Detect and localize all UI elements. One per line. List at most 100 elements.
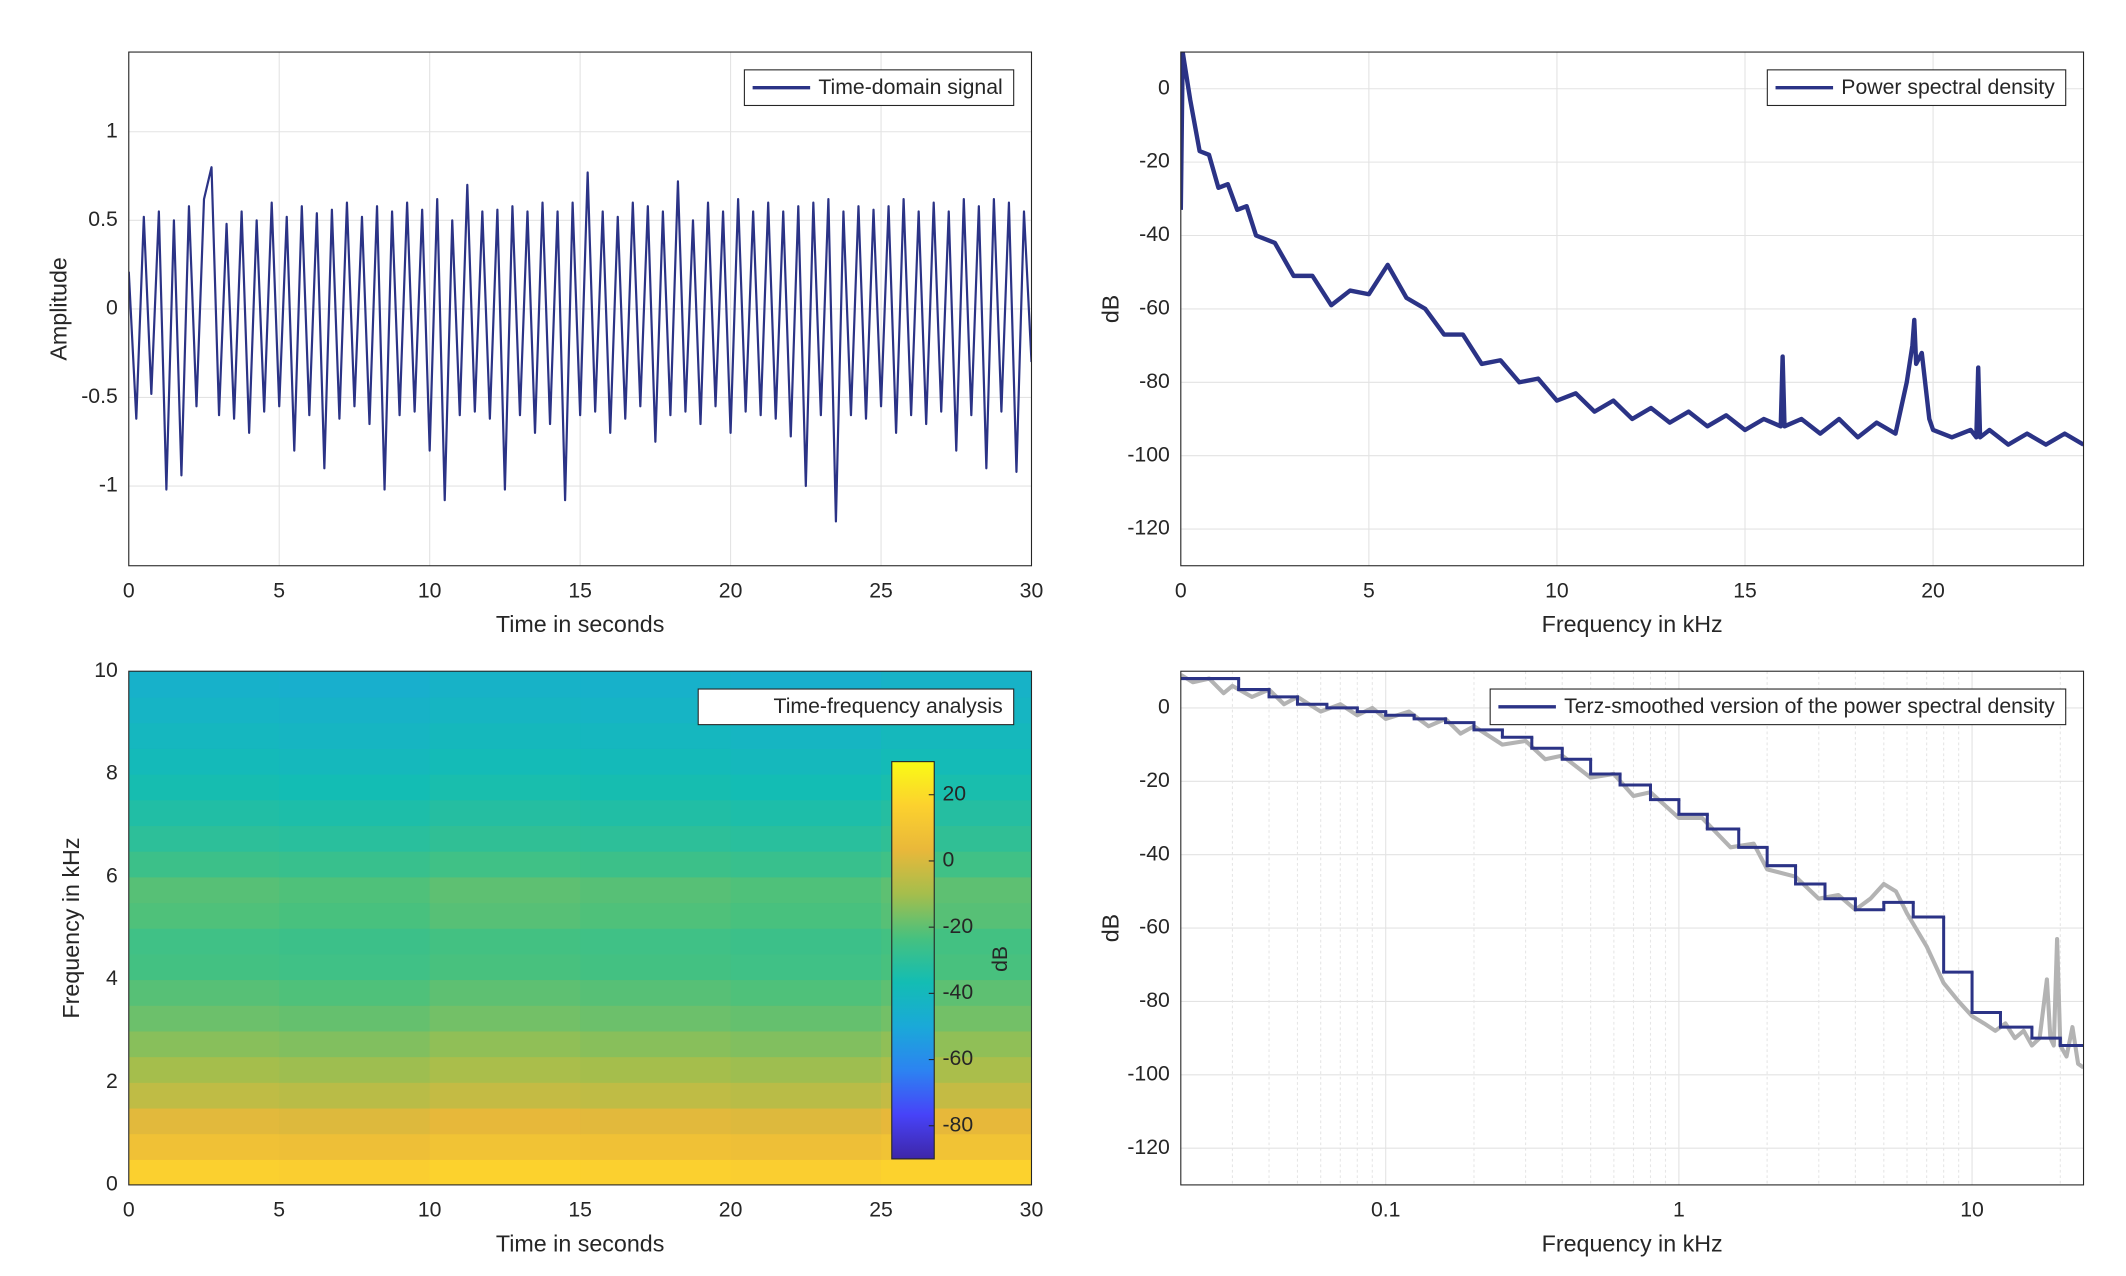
- heat-cell: [128, 1056, 280, 1083]
- heat-cell: [730, 953, 882, 981]
- y-tick-label: -60: [1139, 297, 1170, 320]
- y-tick-label: 0: [1158, 696, 1170, 719]
- heat-cell: [730, 979, 882, 1006]
- heat-cell: [279, 825, 431, 852]
- panel: 0.1 1 10 -120 -100 -80 -60 -40 -20 0 Frequency in …: [1097, 670, 2085, 1256]
- heat-cell: [128, 1159, 280, 1185]
- heat-cell: [279, 1133, 431, 1160]
- colorbar-label: dB: [989, 946, 1012, 972]
- heat-cell: [580, 1159, 732, 1185]
- heat-cell: [580, 953, 732, 981]
- heat-cell: [580, 1056, 732, 1083]
- y-tick-label: -80: [1139, 370, 1170, 393]
- heat-cell: [128, 851, 280, 878]
- heat-cell: [128, 1107, 280, 1135]
- axis-box: [1180, 670, 2085, 1186]
- heat-cell: [730, 722, 882, 749]
- heat-cell: [580, 748, 732, 775]
- x-tick-label: 20: [719, 579, 743, 602]
- heat-cell: [128, 1030, 280, 1058]
- x-tick-label: 10: [418, 1199, 442, 1222]
- x-tick-label: 25: [869, 579, 893, 602]
- colorbar-tick-label: 20: [942, 782, 966, 805]
- heat-cell: [580, 1005, 732, 1032]
- plot-content: [128, 671, 1032, 1185]
- heat-cell: [730, 773, 882, 801]
- heat-cell: [429, 773, 581, 801]
- heat-cell: [279, 696, 431, 724]
- heat-cell: [128, 953, 280, 981]
- heat-cell: [128, 671, 280, 698]
- colorbar-tick-label: -80: [942, 1113, 973, 1136]
- heat-cell: [279, 671, 431, 698]
- heat-cell: [429, 671, 581, 698]
- heat-cell: [429, 1133, 581, 1160]
- heat-cell: [429, 902, 581, 929]
- heat-cell: [429, 1082, 581, 1109]
- x-axis-label: Frequency in kHz: [1542, 1230, 1723, 1256]
- heat-cell: [429, 851, 581, 878]
- heat-cell: [279, 1056, 431, 1083]
- series-line: [128, 166, 1032, 523]
- axis-box: [1180, 51, 2085, 567]
- plot-content: [1180, 52, 2084, 447]
- y-axis-label: Amplitude: [45, 257, 71, 360]
- heat-cell: [580, 1082, 732, 1109]
- x-tick-label: 5: [273, 1199, 285, 1222]
- heat-cell: [580, 773, 732, 801]
- x-tick-label: 15: [568, 579, 592, 602]
- heat-cell: [128, 1082, 280, 1109]
- y-tick-label: 0: [106, 1173, 118, 1196]
- y-tick-label: -20: [1139, 150, 1170, 173]
- heat-cell: [429, 1056, 581, 1083]
- heat-cell: [429, 953, 581, 981]
- legend-label: Terz-smoothed version of the power spect…: [1564, 695, 2055, 718]
- x-tick-label: 15: [1733, 579, 1757, 602]
- legend: Power spectral density: [1766, 69, 2067, 107]
- heat-cell: [279, 748, 431, 775]
- heat-cell: [580, 825, 732, 852]
- y-tick-label: 10: [94, 659, 118, 682]
- x-tick-label: 0: [1175, 579, 1187, 602]
- colorbar-tick-label: 0: [942, 849, 954, 872]
- heat-cell: [279, 773, 431, 801]
- heat-cell: [128, 825, 280, 852]
- legend-box: [697, 688, 1015, 726]
- y-tick-label: -80: [1139, 989, 1170, 1012]
- y-tick-label: -100: [1127, 443, 1169, 466]
- y-axis-label: dB: [1097, 914, 1123, 942]
- heat-cell: [429, 1005, 581, 1032]
- x-tick-label: 0: [123, 1199, 135, 1222]
- panel: 0 5 10 15 20 -120 -100 -80 -60 -40 -20 0 Frequency i…: [1097, 51, 2085, 637]
- legend-label: Power spectral density: [1841, 76, 2055, 99]
- x-tick-label: 0.1: [1371, 1199, 1401, 1222]
- legend-box: [1489, 688, 2067, 726]
- heat-cell: [730, 1159, 882, 1185]
- legend-label: Time-frequency analysis: [774, 695, 1003, 718]
- heat-cell: [429, 748, 581, 775]
- heat-cell: [730, 1056, 882, 1083]
- legend: Terz-smoothed version of the power spect…: [1489, 688, 2067, 726]
- y-tick-label: 0: [106, 297, 118, 320]
- heat-cell: [279, 902, 431, 929]
- y-axis-label: dB: [1097, 295, 1123, 323]
- heat-cell: [429, 1159, 581, 1185]
- heat-cell: [429, 1107, 581, 1135]
- x-tick-label: 10: [1545, 579, 1569, 602]
- heat-cell: [128, 1133, 280, 1160]
- y-tick-label: 0: [1158, 76, 1170, 99]
- heat-cell: [128, 902, 280, 929]
- colorbar-tick-label: -20: [942, 915, 973, 938]
- y-tick-label: -0.5: [81, 385, 118, 408]
- heat-cell: [128, 979, 280, 1006]
- y-tick-label: -60: [1139, 916, 1170, 939]
- heat-cell: [580, 876, 732, 904]
- heat-cell: [429, 1030, 581, 1058]
- x-tick-label: 20: [1921, 579, 1945, 602]
- heat-cell: [580, 928, 732, 955]
- heat-cell: [279, 876, 431, 904]
- heat-cell: [429, 928, 581, 955]
- x-tick-label: 1: [1673, 1199, 1685, 1222]
- x-tick-label: 10: [418, 579, 442, 602]
